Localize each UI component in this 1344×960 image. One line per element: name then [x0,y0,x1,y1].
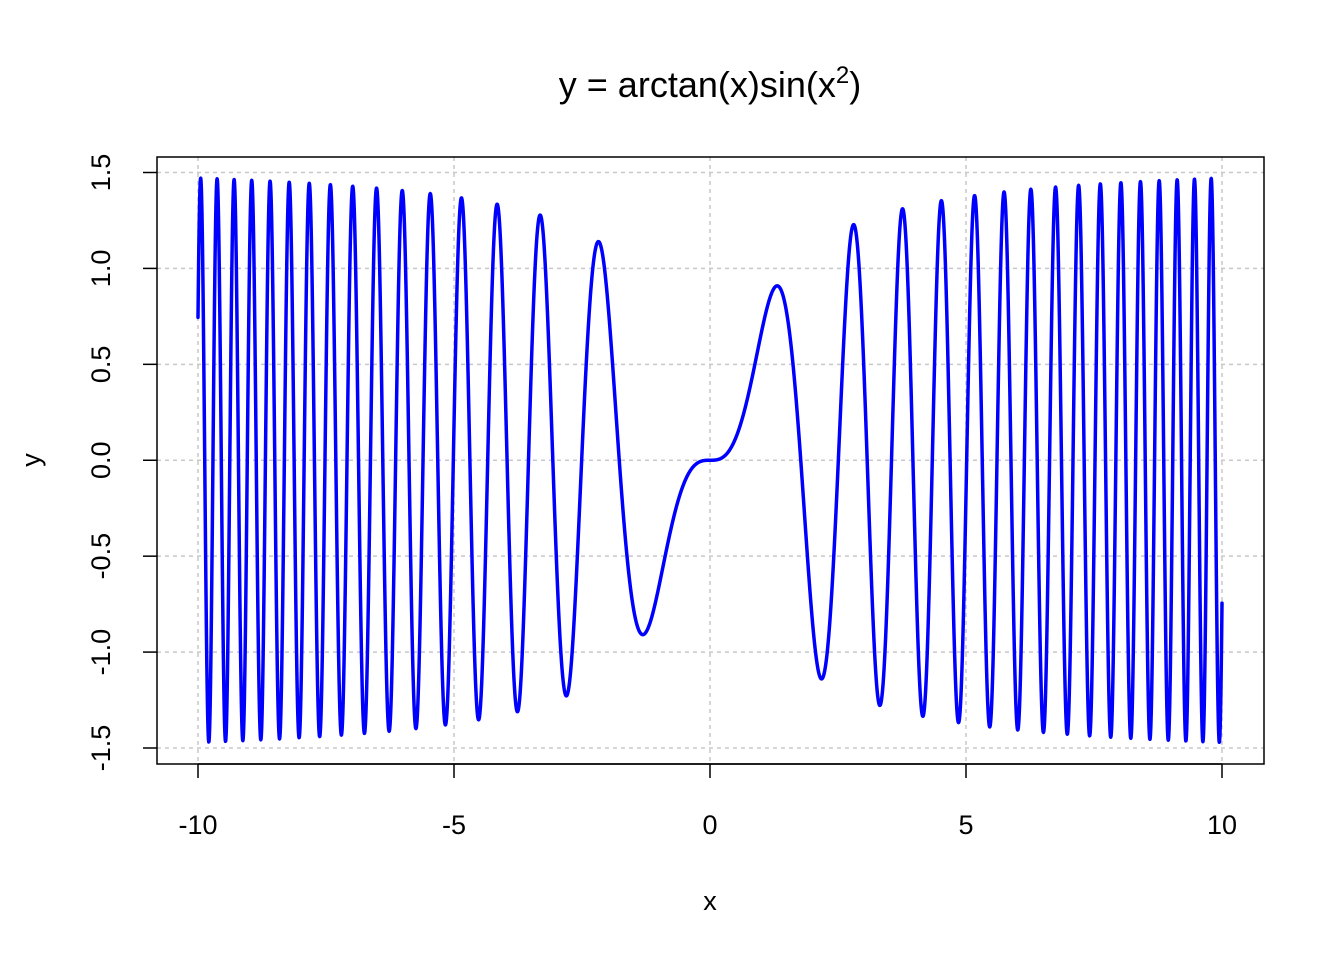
x-axis: -10 -5 0 5 10 [178,763,1237,840]
y-tick-label-5: 1.0 [86,250,116,288]
y-axis: -1.5 -1.0 -0.5 0.0 0.5 1.0 1.5 [86,154,157,772]
series-line [196,176,1224,745]
x-tick-label-0: -10 [178,810,217,840]
x-tick-label-2: 0 [702,810,717,840]
x-tick-label-1: -5 [442,810,466,840]
chart-title: y = arctan(x)sin(x2) [559,62,861,105]
x-tick-label-4: 10 [1207,810,1237,840]
y-tick-label-4: 0.5 [86,346,116,384]
y-tick-label-0: -1.5 [86,725,116,772]
x-axis-label: x [703,886,717,916]
y-axis-label: y [16,453,46,467]
y-tick-label-2: -0.5 [86,533,116,580]
series [196,176,1224,745]
y-tick-label-6: 1.5 [86,154,116,192]
y-tick-label-3: 0.0 [86,441,116,479]
x-tick-label-3: 5 [958,810,973,840]
y-tick-label-1: -1.0 [86,629,116,676]
